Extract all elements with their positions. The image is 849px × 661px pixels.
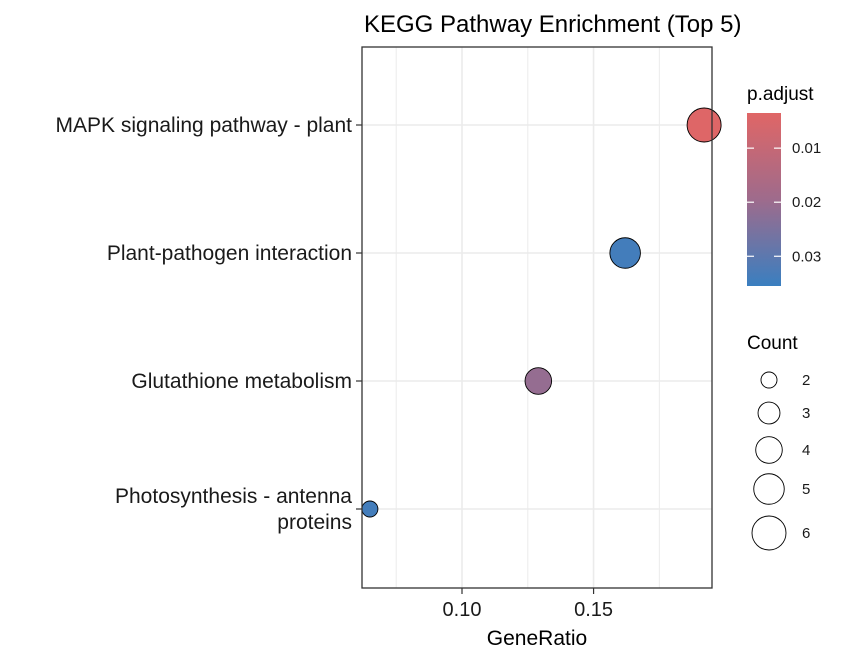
size-legend-label: 4 [802, 442, 810, 459]
grid [362, 47, 712, 588]
data-point [361, 500, 379, 518]
x-tick-label: 0.10 [443, 599, 482, 621]
size-legend-key [760, 371, 778, 389]
color-legend-bar [747, 113, 781, 286]
size-legend-key [757, 401, 781, 425]
x-axis-title: GeneRatio [487, 627, 587, 650]
data-point [524, 367, 553, 395]
x-tick-label: 0.15 [574, 599, 613, 621]
y-tick-label: Plant-pathogen interaction [107, 242, 352, 265]
color-legend-label: 0.03 [792, 248, 821, 265]
data-points [361, 107, 722, 518]
size-legend-key [755, 436, 783, 464]
y-axis: MAPK signaling pathway - plant Plant-path… [56, 114, 362, 534]
size-legend: Count 2 3 4 5 6 [747, 333, 810, 551]
size-legend-label: 2 [802, 372, 810, 389]
data-point [609, 237, 641, 269]
y-tick-label: Photosynthesis - antenna proteins [115, 485, 352, 534]
size-legend-label: 5 [802, 481, 810, 498]
plot-panel-border [361, 46, 713, 589]
size-legend-title: Count [747, 333, 798, 354]
size-legend-key [753, 473, 785, 505]
y-tick-label: MAPK signaling pathway - plant [56, 114, 353, 137]
x-axis: 0.10 0.15 [443, 588, 613, 621]
chart-title: KEGG Pathway Enrichment (Top 5) [364, 11, 741, 38]
color-legend-label: 0.02 [792, 194, 821, 211]
data-point [686, 107, 722, 143]
color-legend-label: 0.01 [792, 140, 821, 157]
size-legend-label: 6 [802, 525, 810, 542]
color-legend: p.adjust 0.01 0.02 0.03 [747, 84, 821, 286]
size-legend-label: 3 [802, 405, 810, 422]
color-legend-title: p.adjust [747, 84, 814, 105]
y-tick-label: Glutathione metabolism [131, 370, 352, 393]
size-legend-key [751, 515, 787, 551]
